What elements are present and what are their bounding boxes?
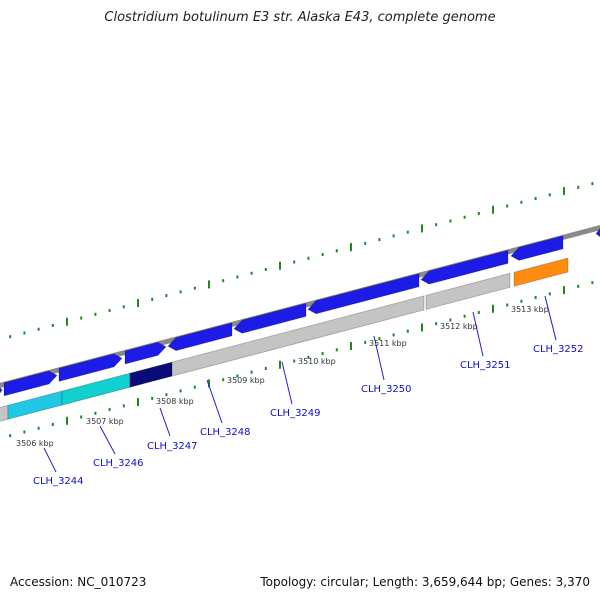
gene-label[interactable]: CLH_3248 — [200, 427, 251, 438]
gene-label[interactable]: CLH_3246 — [93, 458, 144, 469]
gene-feature[interactable] — [124, 341, 167, 365]
gene-feature[interactable] — [233, 302, 307, 334]
gene-feature[interactable] — [510, 235, 564, 261]
gene-label[interactable]: CLH_3249 — [270, 408, 321, 419]
gene-feature[interactable] — [425, 272, 511, 310]
gene-feature[interactable] — [129, 361, 173, 388]
gene-feature[interactable] — [58, 353, 123, 382]
gene-feature[interactable] — [3, 370, 58, 397]
gene-label[interactable]: CLH_3244 — [33, 476, 84, 487]
accession-text: Accession: NC_010723 — [10, 575, 147, 589]
kbp-tick-label: 3509 kbp — [227, 376, 265, 385]
leader-line — [281, 361, 293, 405]
gene-feature[interactable] — [307, 273, 420, 315]
gene-label[interactable]: CLH_3252 — [533, 344, 584, 355]
gene-feature[interactable] — [595, 223, 600, 239]
gene-label[interactable]: CLH_3251 — [460, 360, 511, 371]
gene-labels: CLH_3244 CLH_3246 CLH_3247 CLH_3248 CLH_… — [33, 344, 584, 487]
leader-line — [544, 295, 557, 341]
leader-line — [43, 447, 57, 473]
leader-line — [99, 425, 116, 455]
kbp-tick-label: 3511 kbp — [369, 339, 407, 348]
kbp-tick-label: 3510 kbp — [298, 357, 336, 366]
kbp-tick-label: 3507 kbp — [86, 417, 124, 426]
map-title: Clostridium botulinum E3 str. Alaska E43… — [104, 10, 496, 25]
gene-feature[interactable] — [171, 295, 425, 377]
kbp-tick-label: 3508 kbp — [156, 397, 194, 406]
kbp-tick-label: 3512 kbp — [440, 322, 478, 331]
gene-label-leaders — [43, 295, 557, 473]
leader-line — [472, 311, 484, 357]
leader-line — [159, 407, 171, 437]
leader-line — [206, 379, 223, 424]
leader-line — [373, 335, 385, 381]
kbp-scale: 3506 kbp 3507 kbp 3508 kbp 3509 kbp 3510… — [16, 305, 549, 448]
gene-label[interactable]: CLH_3250 — [361, 384, 412, 395]
gene-label[interactable]: CLH_3247 — [147, 441, 198, 452]
gene-feature[interactable] — [7, 390, 63, 420]
gene-feature[interactable] — [513, 257, 569, 287]
gene-feature[interactable] — [0, 404, 9, 424]
reverse-strand-genes — [0, 257, 569, 424]
forward-strand-genes — [0, 223, 600, 400]
outer-tick-track — [9, 182, 594, 339]
genome-stats-text: Topology: circular; Length: 3,659,644 bp… — [260, 575, 590, 589]
gene-feature[interactable] — [0, 385, 3, 400]
kbp-tick-label: 3506 kbp — [16, 439, 54, 448]
gene-feature[interactable] — [420, 249, 509, 285]
gene-feature[interactable] — [167, 322, 233, 352]
kbp-tick-label: 3513 kbp — [511, 305, 549, 314]
